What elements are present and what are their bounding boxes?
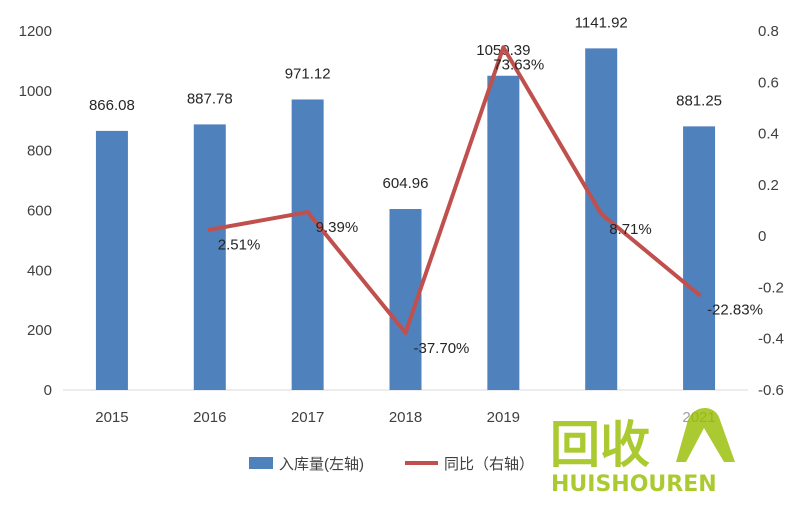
y-left-tick-label: 800 xyxy=(27,143,52,160)
bar xyxy=(291,99,324,390)
x-tick-label: 2016 xyxy=(193,409,226,426)
y-right-tick-label: 0 xyxy=(758,228,766,245)
y-right-tick-label: 0.2 xyxy=(758,177,779,194)
bar-data-label: 866.08 xyxy=(89,97,135,114)
y-left-tick-label: 200 xyxy=(27,322,52,339)
legend-label-line: 同比（右轴） xyxy=(444,456,534,473)
line-data-label: -22.83% xyxy=(707,302,763,319)
y-left-tick-label: 600 xyxy=(27,203,52,220)
watermark-person-icon xyxy=(676,408,735,462)
line-point xyxy=(305,210,310,215)
x-tick-label: 2015 xyxy=(95,409,128,426)
y-left-tick-label: 0 xyxy=(44,382,52,399)
bar xyxy=(193,124,226,390)
y-right-tick-label: 0.4 xyxy=(758,126,779,143)
legend-label-bars: 入库量(左轴) xyxy=(279,456,364,473)
watermark-glyph-text: 回收 xyxy=(550,416,650,474)
bar-data-label: 1141.92 xyxy=(575,14,628,31)
bar xyxy=(683,126,716,390)
watermark-brand-text: HUISHOUREN xyxy=(551,472,717,497)
y-left-tick-label: 400 xyxy=(27,262,52,279)
plot-area: 0 200 400 600 800 1000 1200 -0.6 -0.4 -0.2 0 0.2 0.4… xyxy=(19,14,784,426)
y-right-tick-label: 0.6 xyxy=(758,74,779,91)
line-point xyxy=(207,227,212,232)
y-left-tick-label: 1000 xyxy=(19,83,52,100)
x-tick-label: 2017 xyxy=(291,409,324,426)
bar xyxy=(95,130,128,390)
line-data-label: 2.51% xyxy=(218,237,261,254)
line-data-label: 9.39% xyxy=(316,219,359,236)
x-tick-label: 2018 xyxy=(389,409,422,426)
y-right-tick-label: -0.4 xyxy=(758,331,784,348)
y-right-tick-label: -0.6 xyxy=(758,382,784,399)
line-point xyxy=(599,211,604,216)
line-series xyxy=(207,45,702,335)
bar-data-label: 881.25 xyxy=(676,92,722,109)
y-right-tick-label: -0.2 xyxy=(758,279,784,296)
x-tick-label: 2019 xyxy=(487,409,520,426)
legend: 入库量(左轴) 同比（右轴） xyxy=(249,456,534,473)
watermark-logo: 回收 HUISHOUREN xyxy=(537,405,735,497)
y-right-tick-label: 0.8 xyxy=(758,23,779,40)
bar-data-label: 604.96 xyxy=(383,175,429,192)
bar xyxy=(585,48,618,390)
line-data-label: 73.63% xyxy=(493,56,544,73)
bar-data-label: 971.12 xyxy=(285,65,331,82)
line-point xyxy=(501,45,506,50)
y-left-tick-label: 1200 xyxy=(19,23,52,40)
legend-swatch-bars xyxy=(249,457,273,469)
bar-data-label: 887.78 xyxy=(187,90,233,107)
line-point xyxy=(403,330,408,335)
line-data-label: 8.71% xyxy=(609,221,652,238)
bar xyxy=(487,75,520,390)
line-point xyxy=(697,292,702,297)
watermark-box xyxy=(537,405,735,495)
line-data-label: -37.70% xyxy=(414,340,470,357)
